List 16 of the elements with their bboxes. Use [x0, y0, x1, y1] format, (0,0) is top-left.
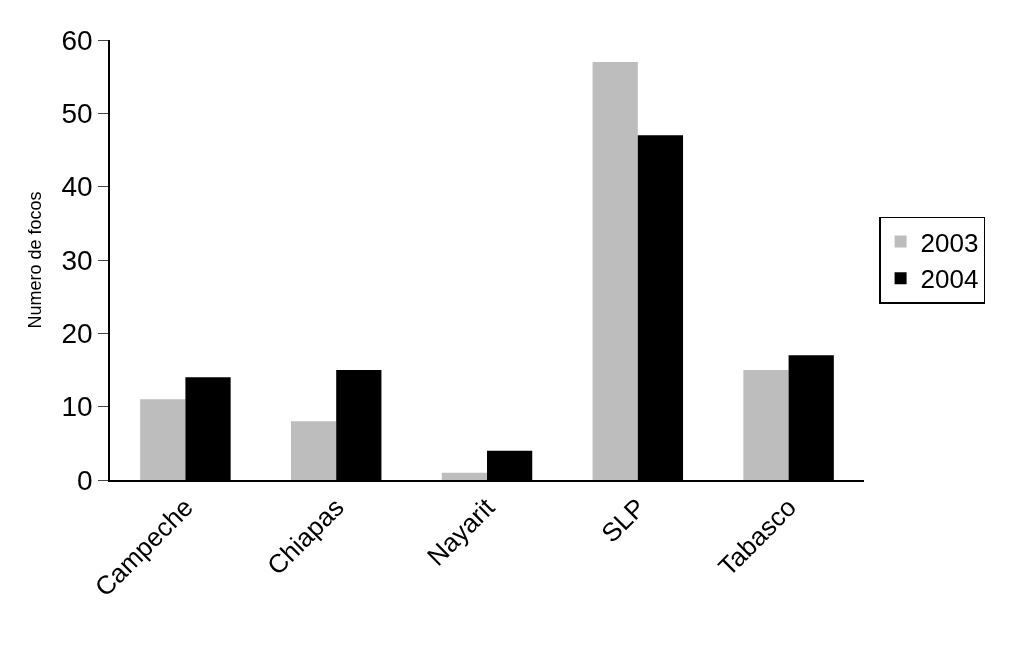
- y-tick-label: 50: [61, 98, 93, 130]
- y-tick-label: 10: [61, 391, 93, 423]
- y-tick-label: 0: [77, 464, 93, 496]
- y-tick-label: 20: [61, 318, 93, 350]
- y-tick-label: 30: [61, 244, 93, 276]
- y-axis-title: Numero de focos: [25, 191, 46, 329]
- bar: [592, 62, 638, 480]
- y-tick-label: 60: [61, 24, 93, 56]
- legend-label: 2003: [920, 227, 979, 258]
- bar: [290, 421, 337, 480]
- bar: [743, 370, 789, 480]
- x-tick-label: SLP: [595, 492, 652, 549]
- y-tick-label: 40: [61, 171, 93, 203]
- bar: [140, 399, 186, 480]
- bar: [441, 472, 487, 480]
- legend-label: 2004: [920, 264, 979, 295]
